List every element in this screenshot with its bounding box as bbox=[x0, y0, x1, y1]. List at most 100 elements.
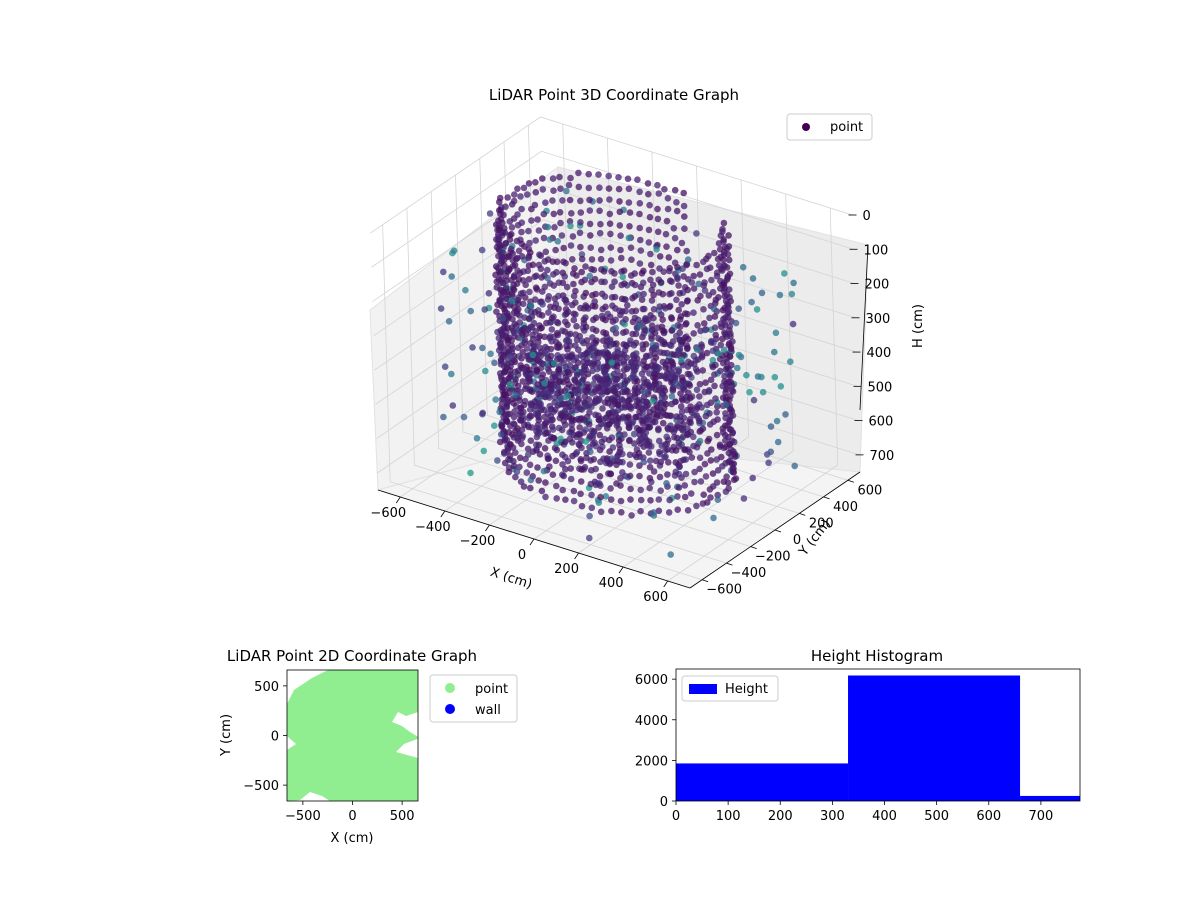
point3d bbox=[497, 361, 505, 368]
point3d bbox=[515, 367, 522, 375]
point3d bbox=[719, 382, 726, 390]
point3d bbox=[518, 228, 525, 236]
point3d bbox=[675, 306, 682, 314]
point3d bbox=[677, 313, 685, 320]
point3d bbox=[586, 272, 594, 280]
point3d bbox=[535, 477, 542, 484]
point3d bbox=[514, 344, 522, 352]
point3d bbox=[544, 429, 551, 437]
point3d bbox=[729, 429, 737, 436]
point3d bbox=[557, 435, 564, 443]
histogram-bars bbox=[676, 675, 1080, 801]
point3d bbox=[713, 409, 720, 416]
point3d bbox=[568, 415, 576, 423]
point3d bbox=[511, 320, 518, 328]
point3d bbox=[508, 224, 516, 231]
point3d bbox=[633, 355, 641, 362]
point3d bbox=[606, 196, 613, 203]
point3d bbox=[707, 376, 715, 384]
point3d bbox=[709, 470, 717, 477]
point3d bbox=[680, 414, 688, 422]
point3d bbox=[722, 401, 730, 409]
point3d bbox=[516, 312, 523, 319]
point3d bbox=[635, 413, 642, 420]
point3d bbox=[663, 412, 671, 419]
point3d bbox=[645, 449, 653, 456]
point3d bbox=[717, 341, 725, 349]
point3d bbox=[668, 327, 675, 334]
point3d bbox=[532, 237, 539, 244]
grid3d-z-line bbox=[373, 219, 856, 337]
point3d bbox=[560, 359, 567, 367]
point3d bbox=[694, 297, 701, 304]
point3d bbox=[707, 457, 715, 464]
point3d bbox=[772, 329, 780, 337]
y2d-tick-label: 0 bbox=[271, 730, 279, 745]
point3d bbox=[532, 284, 540, 292]
point3d bbox=[634, 397, 641, 405]
point3d bbox=[664, 424, 671, 432]
point3d bbox=[591, 303, 599, 310]
point3d bbox=[545, 309, 552, 316]
point3d bbox=[636, 260, 644, 267]
point3d bbox=[734, 364, 741, 372]
point3d bbox=[586, 512, 593, 520]
point3d bbox=[655, 190, 663, 197]
point3d bbox=[517, 193, 524, 200]
point3d bbox=[673, 207, 681, 215]
point3d bbox=[664, 436, 672, 444]
point3d bbox=[635, 403, 642, 411]
point3d bbox=[527, 249, 534, 256]
point3d bbox=[524, 191, 531, 198]
point3d bbox=[556, 378, 563, 386]
point3d bbox=[628, 358, 636, 366]
point3d bbox=[529, 351, 537, 359]
point3d bbox=[722, 389, 729, 396]
point3d bbox=[606, 210, 614, 218]
point3d bbox=[549, 374, 556, 381]
point3d bbox=[519, 432, 527, 440]
point3d bbox=[708, 337, 715, 345]
point3d bbox=[505, 468, 513, 476]
point3d bbox=[530, 319, 538, 327]
point3d bbox=[533, 366, 541, 374]
point3d bbox=[527, 476, 535, 484]
point3d bbox=[587, 232, 594, 239]
point3d bbox=[700, 258, 707, 266]
point3d bbox=[671, 374, 679, 381]
point3d bbox=[602, 330, 610, 337]
point3d bbox=[501, 459, 509, 467]
point3d bbox=[634, 176, 641, 183]
point3d bbox=[497, 279, 505, 287]
point3d bbox=[713, 272, 721, 280]
point3d bbox=[710, 514, 717, 522]
point3d bbox=[647, 276, 654, 284]
point3d bbox=[644, 378, 651, 386]
point3d bbox=[626, 451, 634, 459]
point3d bbox=[554, 331, 561, 339]
point3d bbox=[662, 375, 670, 382]
point3d bbox=[625, 185, 633, 193]
point3d bbox=[555, 292, 562, 300]
point3d bbox=[696, 465, 703, 473]
point3d bbox=[611, 278, 618, 286]
point3d bbox=[604, 399, 612, 407]
point3d bbox=[625, 413, 632, 420]
point3d bbox=[539, 288, 546, 295]
x3d-tick-label: 400 bbox=[599, 576, 624, 591]
point3d bbox=[636, 427, 643, 434]
point3d bbox=[441, 363, 449, 371]
point3d bbox=[714, 255, 722, 263]
point3d bbox=[518, 440, 525, 448]
point3d bbox=[711, 249, 718, 257]
point3d bbox=[631, 314, 639, 322]
point3d bbox=[511, 261, 519, 269]
point3d bbox=[701, 287, 709, 294]
point3d bbox=[504, 268, 512, 275]
point3d bbox=[497, 431, 505, 438]
point3d bbox=[681, 482, 689, 489]
point3d bbox=[531, 273, 538, 281]
point3d bbox=[717, 320, 725, 327]
point3d bbox=[542, 393, 549, 401]
point3d bbox=[624, 398, 632, 405]
